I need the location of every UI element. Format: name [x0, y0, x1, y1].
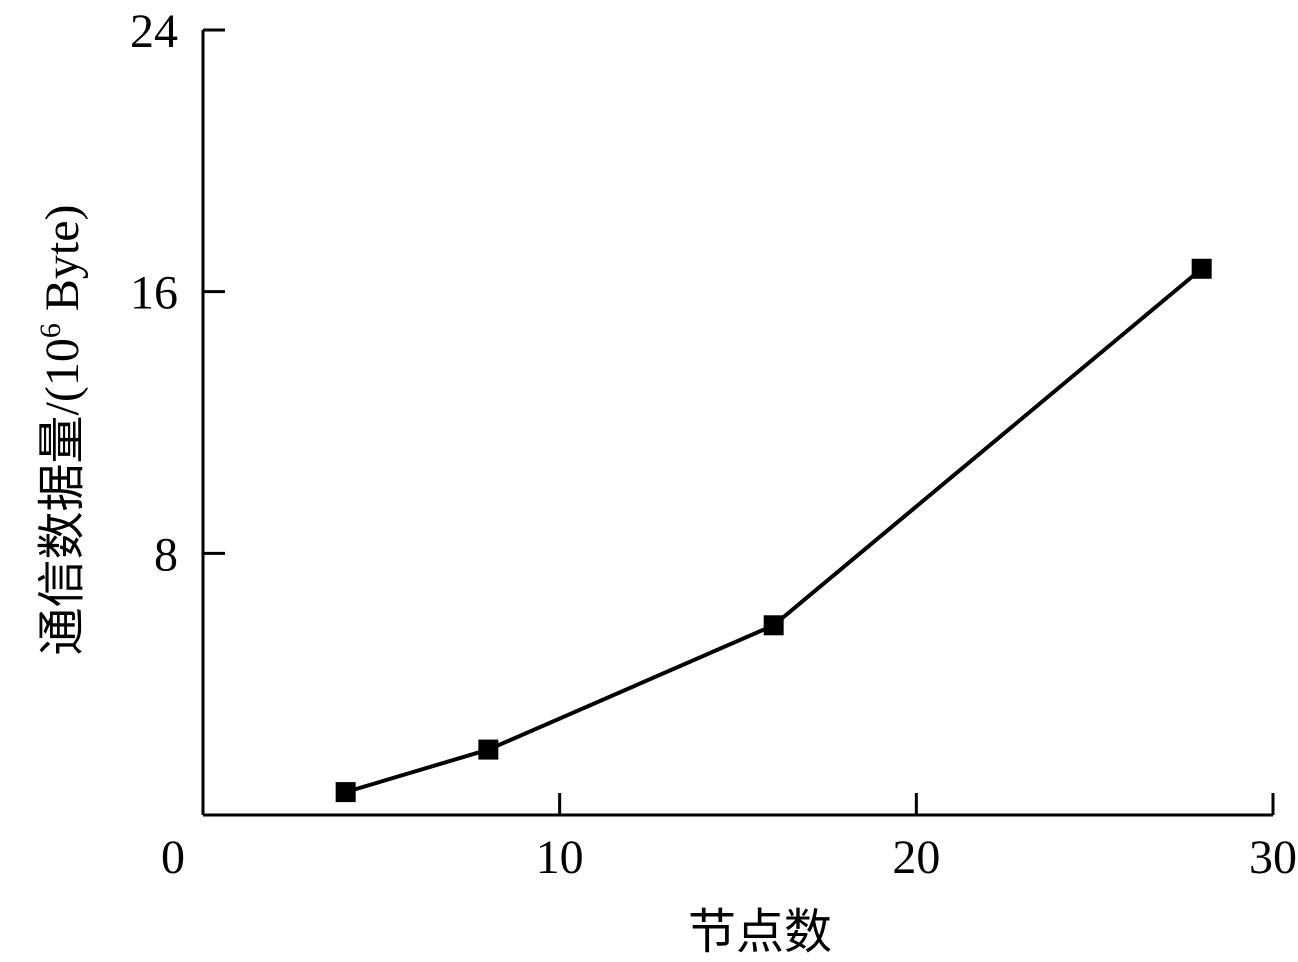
y-axis-label: 通信数据量/(106 Byte): [34, 205, 89, 656]
y-tick-label: 8: [154, 528, 178, 581]
marker: [335, 782, 356, 803]
y-label-sup: 6: [34, 323, 67, 338]
x-tick-label: 20: [892, 831, 940, 884]
marker: [478, 739, 499, 760]
x-tick-label: 10: [536, 831, 584, 884]
marker: [763, 615, 784, 636]
y-tick-label: 24: [130, 5, 178, 58]
y-label-text: 通信数据量/(10: [36, 338, 89, 655]
x-tick-label: 0: [161, 831, 185, 884]
y-tick-label: 16: [130, 267, 178, 320]
y-label-text: Byte): [36, 205, 89, 324]
line: [345, 267, 1203, 795]
marker: [1191, 258, 1212, 279]
x-tick-label: 30: [1249, 831, 1297, 884]
x-axis-label: 节点数: [688, 906, 832, 959]
